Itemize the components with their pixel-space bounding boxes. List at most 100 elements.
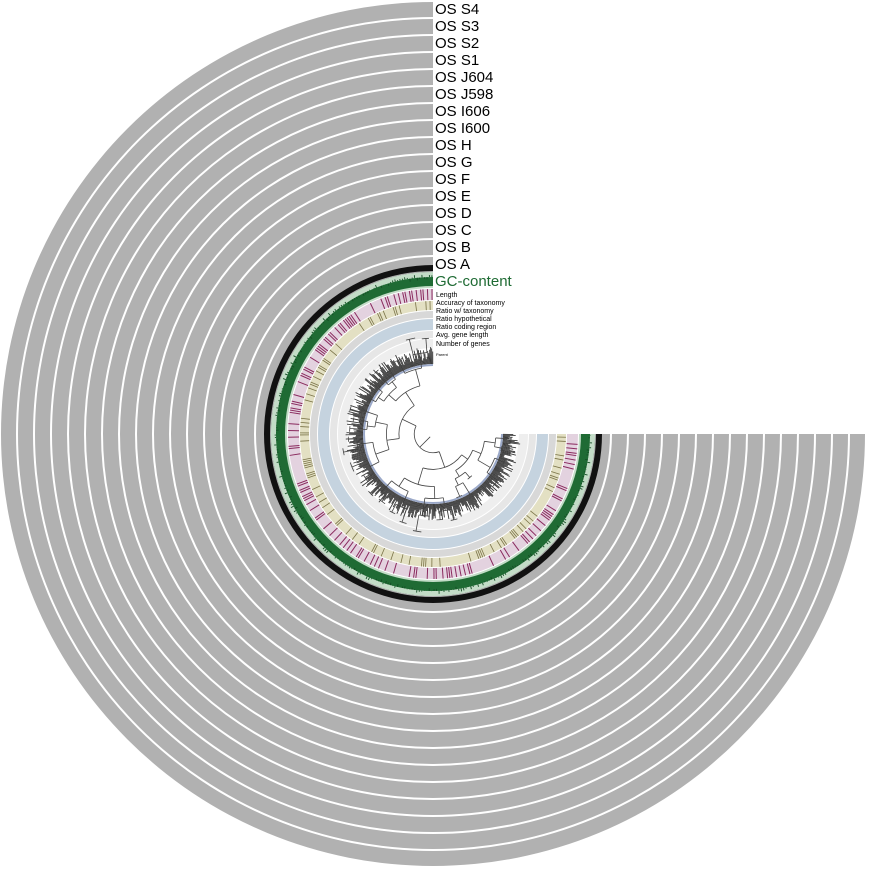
gc-tick — [322, 318, 326, 321]
gc-tick — [375, 284, 377, 288]
length-bar — [497, 461, 508, 467]
length-bar — [353, 425, 364, 428]
length-bar — [361, 386, 376, 396]
taxonomy-tick — [324, 336, 334, 345]
length-bar — [388, 492, 396, 504]
length-bar — [501, 445, 510, 449]
gc-tick — [396, 584, 399, 588]
tree-arc — [366, 395, 371, 403]
tree-stem — [495, 437, 512, 440]
length-bar — [419, 350, 423, 365]
gc-tick — [290, 503, 293, 506]
gc-tick — [337, 308, 339, 311]
length-bar — [495, 464, 502, 469]
taxonomy-tick — [562, 465, 574, 470]
length-bar — [390, 358, 399, 374]
tree-stem — [357, 441, 373, 445]
ratio-taxonomy-tick — [310, 381, 320, 386]
gc-tick — [564, 515, 567, 518]
length-bar — [457, 499, 464, 512]
gc-tick — [362, 572, 364, 575]
length-bar — [362, 467, 372, 473]
gc-tick — [556, 525, 560, 528]
length-bar — [370, 391, 376, 395]
gc-tick — [514, 565, 517, 568]
tree-stem — [486, 472, 499, 481]
length-bar — [426, 503, 429, 516]
label-os-i606: OS I606 — [435, 103, 490, 120]
gc-tick — [314, 327, 317, 330]
length-bar — [408, 501, 415, 517]
ratio-taxonomy-tick — [555, 454, 565, 457]
taxonomy-tick — [466, 563, 471, 575]
gc-tick — [309, 530, 311, 532]
length-bar — [356, 463, 370, 471]
ratio-taxonomy-tick — [317, 366, 327, 372]
length-bar — [351, 452, 366, 458]
taxonomy-tick — [339, 536, 348, 546]
ratio-taxonomy-tick — [315, 370, 325, 376]
length-bar — [472, 491, 483, 506]
tree-arc — [389, 510, 396, 515]
gc-tick — [322, 543, 325, 547]
length-bar — [456, 499, 460, 506]
length-bar — [460, 498, 465, 506]
length-bar — [428, 353, 430, 365]
ratio-taxonomy-tick — [304, 399, 314, 403]
dendrogram — [342, 337, 512, 533]
length-bar — [417, 359, 420, 366]
gc-tick — [294, 506, 298, 509]
tree-stem — [408, 339, 414, 355]
tree-stem — [351, 460, 368, 468]
ratio-taxonomy-tick — [526, 515, 534, 522]
tree-arc — [342, 448, 345, 456]
tree-arc — [369, 380, 374, 386]
gc-tick — [524, 558, 527, 561]
length-bar — [392, 360, 400, 373]
taxonomy-tick — [354, 311, 361, 322]
length-bar — [359, 442, 364, 445]
length-bar — [455, 500, 462, 517]
gc-tick — [490, 576, 493, 580]
length-bar — [357, 426, 364, 429]
taxonomy-tick — [350, 314, 358, 324]
length-bar — [441, 503, 443, 511]
taxonomy-tick — [346, 541, 354, 551]
taxonomy-tick — [462, 564, 467, 576]
length-bar — [501, 448, 516, 453]
gc-tick — [359, 573, 361, 575]
ratio-taxonomy-tick — [303, 461, 313, 465]
length-bar — [465, 495, 472, 506]
taxonomy-tick — [415, 566, 418, 579]
tree-arc — [469, 495, 474, 499]
length-bar — [502, 439, 515, 442]
length-bar — [416, 348, 421, 366]
ratio-taxonomy-tick — [551, 471, 560, 475]
length-bar — [365, 471, 375, 478]
gc-tick — [584, 473, 588, 476]
length-bar — [468, 493, 478, 509]
gc-tick — [322, 547, 325, 550]
tree-arc — [455, 482, 464, 487]
length-bar — [388, 370, 394, 378]
ratio-taxonomy-tick — [556, 440, 566, 442]
tree-stem — [350, 408, 362, 413]
tree-stem — [401, 491, 409, 508]
gc-tick — [319, 325, 321, 327]
length-bar — [349, 409, 366, 415]
taxonomy-tick — [564, 457, 576, 461]
length-bar — [356, 394, 371, 403]
gc-tick — [539, 546, 542, 549]
length-bar — [488, 476, 502, 487]
length-bar — [483, 482, 491, 490]
taxonomy-tick — [386, 296, 392, 308]
tree-arc — [349, 426, 351, 432]
length-bar — [395, 494, 400, 501]
length-bar — [374, 380, 382, 388]
length-bar — [492, 470, 507, 480]
tree-arc — [398, 405, 415, 439]
ratio-taxonomy-tick — [477, 549, 482, 559]
gc-tick — [389, 582, 392, 586]
length-bar — [396, 497, 405, 514]
label-os-e: OS E — [435, 188, 471, 205]
